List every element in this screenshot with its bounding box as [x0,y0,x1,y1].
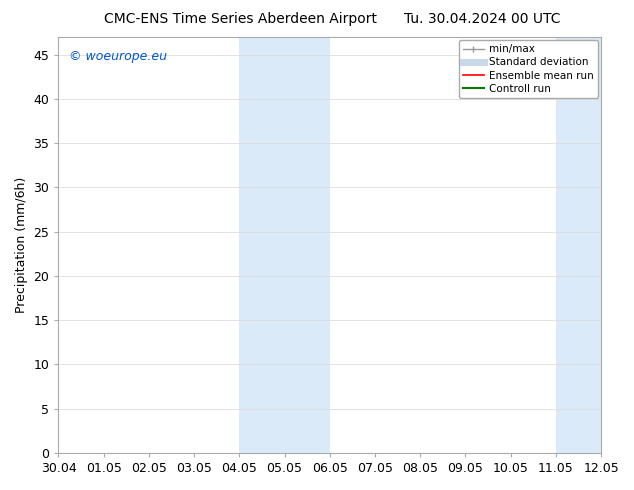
Text: Tu. 30.04.2024 00 UTC: Tu. 30.04.2024 00 UTC [404,12,560,26]
Y-axis label: Precipitation (mm/6h): Precipitation (mm/6h) [15,177,28,313]
Bar [240,37,330,453]
Text: © woeurope.eu: © woeurope.eu [69,49,167,63]
Bar [556,37,601,453]
Legend: min/max, Standard deviation, Ensemble mean run, Controll run: min/max, Standard deviation, Ensemble me… [459,40,598,98]
Text: CMC-ENS Time Series Aberdeen Airport: CMC-ENS Time Series Aberdeen Airport [105,12,377,26]
